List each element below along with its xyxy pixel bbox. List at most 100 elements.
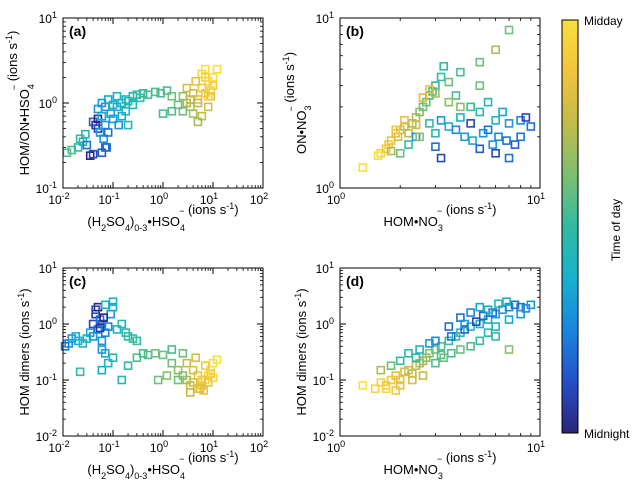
panel-d: 100 101 10-2 10-1 100 101 (d) HOM•NO3− (ions s-… <box>293 260 545 481</box>
data-point <box>444 122 454 131</box>
data-point <box>182 83 192 93</box>
data-point <box>415 132 424 142</box>
data-point <box>451 91 461 100</box>
data-point <box>103 95 113 104</box>
data-point <box>483 125 493 135</box>
data-point <box>100 120 110 130</box>
data-point <box>185 95 195 104</box>
data-point <box>431 89 440 98</box>
y-axis-label: ON•NO3− (ions s-1) <box>281 52 313 154</box>
data-point <box>444 336 454 346</box>
x-tick-label: 100 <box>150 191 168 207</box>
plot-frame <box>62 17 264 189</box>
y-tick-label: 10-1 <box>36 372 57 388</box>
data-point <box>173 375 183 385</box>
data-point <box>431 358 440 368</box>
data-point <box>193 117 203 127</box>
x-tick-label: 101 <box>200 191 218 207</box>
colorbar-gradient <box>561 19 579 434</box>
data-point <box>103 358 113 368</box>
x-tick-label: 100 <box>150 439 168 455</box>
data-point <box>391 125 401 135</box>
data-point <box>121 106 131 116</box>
data-point <box>108 114 118 124</box>
markers <box>60 297 222 397</box>
data-point <box>439 61 449 71</box>
data-point <box>173 100 183 110</box>
data-point <box>494 132 503 142</box>
data-point <box>504 153 514 163</box>
data-point <box>123 332 133 341</box>
x-tick-label: 10-1 <box>98 191 119 207</box>
colorbar-title: Time of day <box>609 199 623 261</box>
data-point <box>431 142 440 151</box>
data-point <box>494 299 503 309</box>
data-point <box>95 323 105 333</box>
y-tick-label: 100 <box>39 95 57 111</box>
data-point <box>158 109 168 118</box>
data-point <box>386 361 396 371</box>
data-point <box>451 125 461 135</box>
data-point <box>178 106 188 116</box>
data-point <box>478 311 488 321</box>
data-point <box>88 149 98 159</box>
data-point <box>381 384 391 393</box>
data-point <box>504 25 514 35</box>
data-point <box>188 365 198 375</box>
ticks: 10-2 10-1 100 101 102 10-2 10-1 100 101 <box>36 260 269 455</box>
data-point <box>446 332 456 341</box>
data-point <box>475 144 485 154</box>
data-point <box>99 313 108 322</box>
colorbar-bottom-label: Midnight <box>584 427 630 441</box>
data-point <box>483 97 493 107</box>
y-tick-label: 10-2 <box>36 428 57 444</box>
data-point <box>370 384 380 393</box>
data-point <box>446 348 456 358</box>
data-point <box>460 319 469 329</box>
x-tick-label: 10-2 <box>48 439 69 455</box>
x-axis-label: (H2SO4)0-3•HSO4− (ions s-1) <box>87 201 238 233</box>
data-point <box>178 348 188 358</box>
plot-frame <box>339 267 541 437</box>
data-point <box>444 322 454 331</box>
x-tick-label: 101 <box>200 439 218 455</box>
data-point <box>191 353 200 363</box>
y-tick-label: 101 <box>39 260 57 276</box>
data-point <box>132 353 142 363</box>
data-point <box>123 361 133 371</box>
data-point <box>162 371 172 380</box>
data-point <box>498 107 507 117</box>
data-point <box>516 309 525 319</box>
data-point <box>108 353 118 363</box>
data-point <box>510 300 520 310</box>
data-point <box>475 336 485 346</box>
data-point <box>112 325 122 334</box>
data-point <box>418 93 428 102</box>
markers <box>358 25 536 172</box>
data-point <box>112 102 122 112</box>
data-point <box>75 367 85 377</box>
data-point <box>516 132 525 142</box>
data-point <box>411 353 421 363</box>
x-tick-label: 10-2 <box>48 191 69 207</box>
data-point <box>114 120 123 130</box>
data-point <box>185 388 195 397</box>
data-point <box>112 91 122 101</box>
data-point <box>491 322 500 331</box>
data-point <box>82 140 92 150</box>
data-point <box>418 371 428 380</box>
ticks: 100 101 10-2 10-1 100 101 <box>313 260 546 455</box>
data-point <box>203 102 213 112</box>
data-point <box>425 119 434 128</box>
data-point <box>510 140 520 149</box>
colorbar: Midday Midnight Time of day <box>561 14 630 441</box>
data-point <box>460 325 469 334</box>
markers <box>62 64 222 160</box>
data-point <box>460 132 469 142</box>
data-point <box>436 116 446 125</box>
data-point <box>386 375 396 385</box>
data-point <box>167 91 177 101</box>
data-point <box>199 386 208 395</box>
data-point <box>504 315 514 324</box>
data-point <box>456 113 465 122</box>
